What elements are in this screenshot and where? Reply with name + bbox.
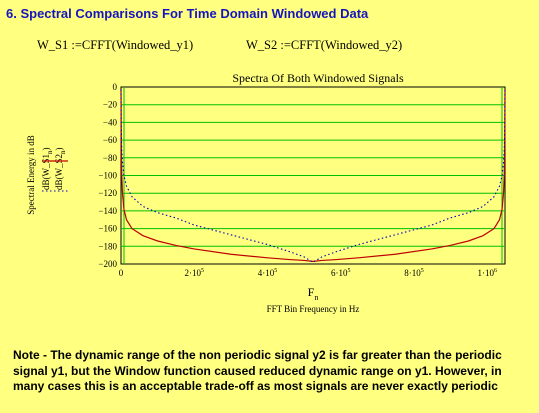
chart-title: Spectra Of Both Windowed Signals [232, 71, 404, 85]
y-tick-label: −100 [98, 171, 117, 181]
svg-text:Fn: Fn [308, 285, 319, 302]
x-axis-description: FFT Bin Frequency in Hz [267, 304, 360, 314]
y-tick-label: −40 [103, 117, 118, 127]
definition-rhs: CFFT(Windowed_y2) [290, 38, 403, 52]
definition-w-s2: W_S2 :=CFFT(Windowed_y2) [246, 38, 402, 53]
y-tick-label: −60 [103, 135, 118, 145]
y-tick-label: −20 [103, 100, 118, 110]
x-tick-label: 0 [119, 268, 124, 278]
x-axis-subscript: n [314, 293, 318, 302]
legend-entry: dB(W_S1n) [41, 148, 54, 191]
definition-operator: := [71, 38, 82, 52]
x-tick-label: 6·105 [331, 268, 351, 278]
y-tick-labels: 0 −20 −40 −60 −80 −100 −120 −140 −160 −180 −200 [98, 82, 117, 269]
x-tick-label: 2·105 [184, 268, 204, 278]
x-tick-label: 1·106 [477, 268, 497, 278]
section-heading: 6. Spectral Comparisons For Time Domain … [6, 6, 369, 21]
y-tick-label: −120 [98, 188, 117, 198]
grid-lines [121, 87, 505, 264]
legend-label: dB(W_S2n) [54, 148, 67, 191]
y-tick-label: −200 [98, 259, 117, 269]
spectra-chart: Spectra Of Both Windowed Signals 0 −20 −40… [26, 71, 506, 314]
y-tick-label: −80 [103, 153, 118, 163]
series-lines [120, 89, 506, 263]
x-tick-label: 8·105 [404, 268, 424, 278]
definition-operator: := [280, 38, 291, 52]
series-line-w-s2 [120, 89, 506, 263]
x-axis-label: Fn [308, 285, 319, 302]
y-tick-label: −180 [98, 241, 117, 251]
y-tick-label: 0 [113, 82, 118, 92]
y-tick-label: −140 [98, 206, 117, 216]
legend-label: dB(W_S1n) [41, 148, 54, 191]
definition-lhs: W_S1 [37, 38, 69, 52]
definition-w-s1: W_S1 :=CFFT(Windowed_y1) [37, 38, 193, 53]
y-axis-label: Spectral Energy in dB [26, 135, 36, 215]
x-tick-labels: 0 2·105 4·105 6·105 8·105 1·106 [119, 268, 497, 278]
note-text: Note - The dynamic range of the non peri… [13, 348, 502, 394]
legend-entry: dB(W_S2n) [54, 148, 67, 191]
x-axis-variable: F [308, 285, 315, 299]
definition-rhs: CFFT(Windowed_y1) [81, 38, 194, 52]
series-line-w-s1 [120, 89, 506, 262]
y-tick-label: −160 [98, 224, 117, 234]
legend: dB(W_S1n)dB(W_S2n) [41, 148, 68, 192]
definition-lhs: W_S2 [246, 38, 278, 52]
x-tick-label: 4·105 [258, 268, 278, 278]
